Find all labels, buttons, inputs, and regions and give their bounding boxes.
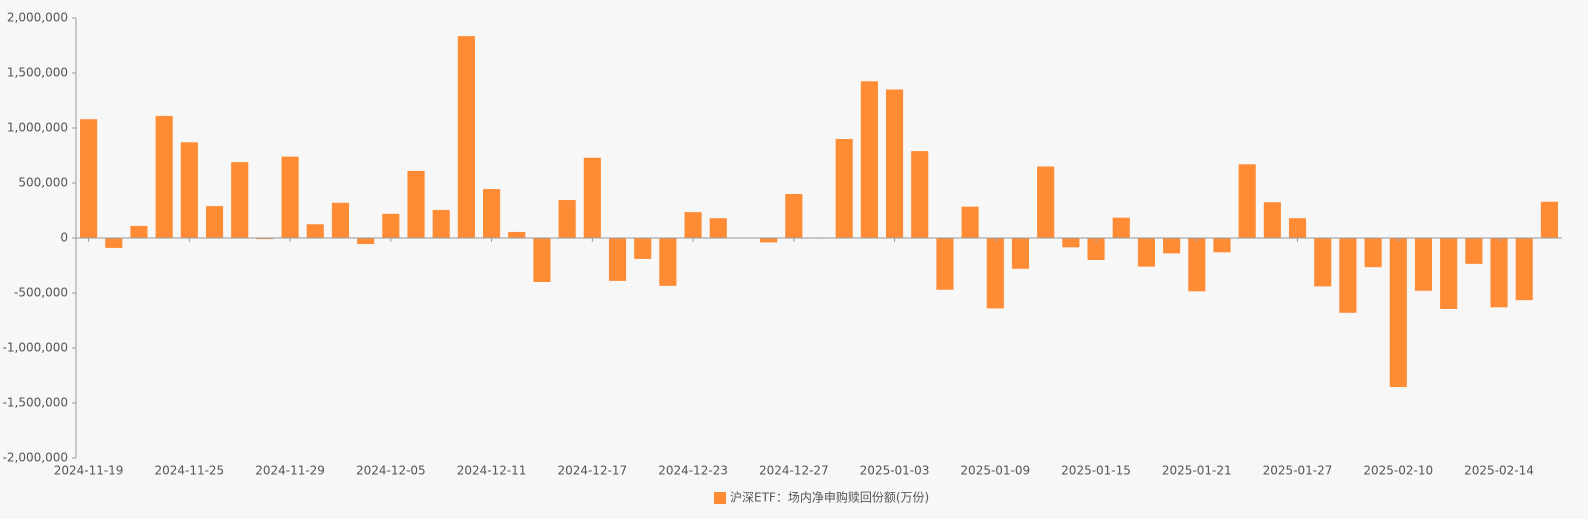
bar — [1011, 238, 1030, 269]
y-tick-label: 0 — [60, 231, 68, 245]
bar — [634, 238, 652, 259]
y-tick-label: 500,000 — [18, 176, 68, 190]
bar — [1163, 238, 1181, 254]
bar — [1288, 218, 1307, 238]
bar — [1465, 238, 1483, 264]
bar — [709, 218, 727, 238]
bar — [684, 212, 702, 238]
bar — [1490, 238, 1508, 308]
bar — [457, 36, 475, 239]
x-tick-label: 2024-12-11 — [457, 464, 527, 478]
bar — [105, 238, 123, 248]
bar — [760, 238, 778, 243]
bar — [155, 115, 173, 238]
bar — [1213, 238, 1231, 253]
bar — [583, 157, 601, 238]
x-tick-label: 2025-01-21 — [1162, 464, 1232, 478]
bar — [785, 194, 803, 238]
bar — [1188, 238, 1206, 292]
legend-swatch — [714, 492, 726, 504]
x-tick-label: 2024-11-19 — [54, 464, 124, 478]
bar — [1087, 238, 1105, 260]
bar — [1540, 201, 1558, 238]
bar — [1037, 166, 1055, 238]
x-tick-label: 2024-12-27 — [759, 464, 829, 478]
legend-label: 沪深ETF：场内净申购赎回份额(万份) — [730, 490, 929, 505]
bar — [558, 200, 576, 238]
x-tick-label: 2025-01-15 — [1061, 464, 1131, 478]
bar — [1389, 238, 1407, 388]
x-tick-label: 2025-01-09 — [960, 464, 1030, 478]
bar — [331, 202, 350, 238]
x-tick-label: 2025-02-14 — [1464, 464, 1534, 478]
bar — [1137, 238, 1155, 267]
bar — [281, 156, 299, 238]
x-tick-label: 2024-12-05 — [356, 464, 426, 478]
y-tick-label: -1,500,000 — [3, 396, 68, 410]
x-tick-label: 2024-11-29 — [255, 464, 325, 478]
bar — [382, 213, 400, 238]
bar — [483, 189, 501, 238]
bar — [1339, 238, 1357, 313]
y-tick-label: -1,000,000 — [3, 341, 68, 355]
bar — [1364, 238, 1382, 268]
bar — [1314, 238, 1332, 287]
bar — [533, 238, 551, 282]
bar — [256, 238, 274, 240]
bar — [1263, 202, 1281, 238]
y-tick-label: 1,000,000 — [7, 121, 68, 135]
bar — [357, 238, 375, 245]
bar — [961, 206, 979, 238]
bar — [860, 81, 878, 238]
x-tick-label: 2025-02-10 — [1363, 464, 1433, 478]
y-tick-label: -500,000 — [14, 286, 68, 300]
bar — [508, 231, 526, 238]
bar — [1112, 217, 1130, 238]
bar — [407, 170, 425, 238]
x-tick-label: 2024-11-25 — [154, 464, 224, 478]
bar — [1515, 238, 1533, 301]
bar — [1440, 238, 1458, 309]
bar — [986, 238, 1004, 309]
y-tick-label: -2,000,000 — [3, 451, 68, 465]
bar — [1414, 238, 1433, 291]
bar — [80, 119, 98, 238]
bar — [911, 151, 929, 238]
y-tick-label: 2,000,000 — [7, 11, 68, 25]
bar — [885, 89, 904, 238]
x-tick-label: 2025-01-27 — [1263, 464, 1333, 478]
bar — [231, 162, 249, 238]
bar — [608, 238, 627, 281]
bar — [1238, 164, 1256, 238]
bar — [130, 225, 148, 238]
bar — [180, 142, 198, 238]
bar — [936, 238, 954, 290]
bar — [432, 209, 450, 238]
bar — [205, 206, 224, 238]
bar — [835, 139, 853, 238]
bar — [1062, 238, 1080, 248]
x-tick-label: 2024-12-23 — [658, 464, 728, 478]
bar — [306, 224, 324, 238]
bar — [659, 238, 677, 286]
x-tick-label: 2024-12-17 — [557, 464, 627, 478]
x-tick-label: 2025-01-03 — [860, 464, 930, 478]
y-tick-label: 1,500,000 — [7, 66, 68, 80]
